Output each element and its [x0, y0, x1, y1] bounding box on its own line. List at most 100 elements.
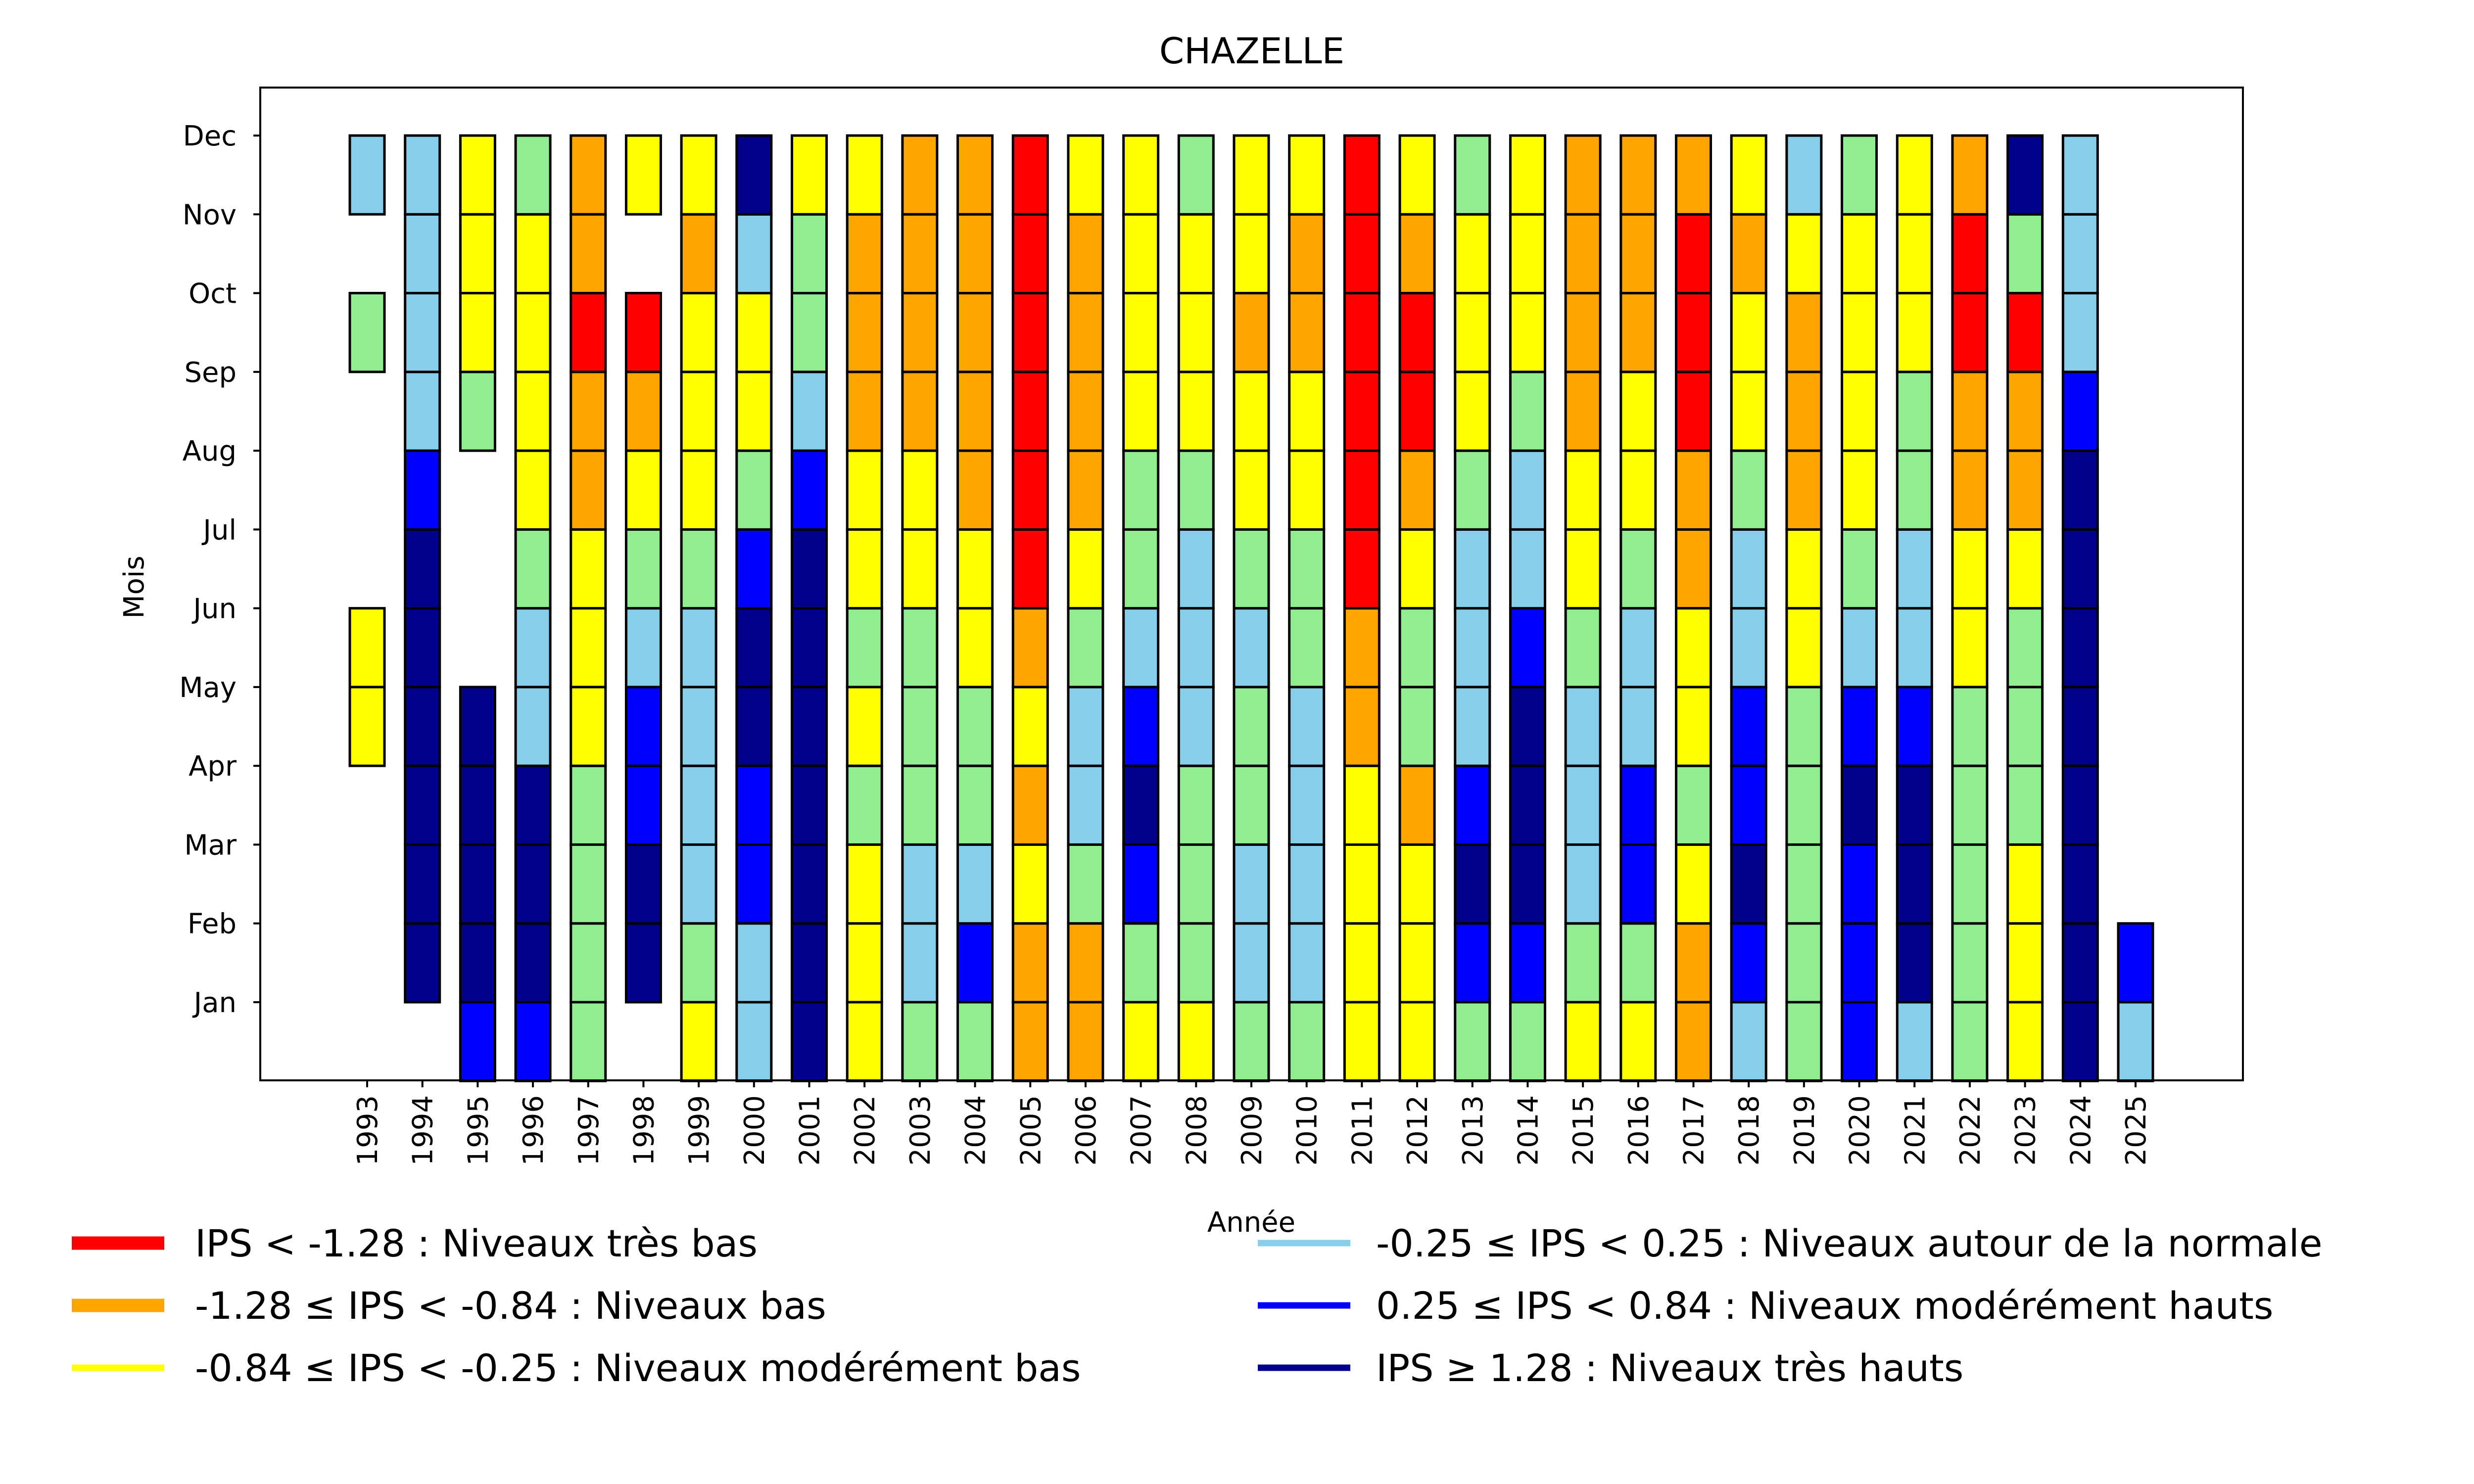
- cell-2010-Mar: [1288, 843, 1326, 925]
- cell-2005-Feb: [1011, 922, 1049, 1004]
- cell-2010-Oct: [1288, 292, 1326, 373]
- cell-2016-Aug: [1619, 449, 1657, 531]
- cell-2012-Jul: [1398, 528, 1436, 610]
- cell-2004-Nov: [956, 213, 994, 295]
- cell-2017-Nov: [1675, 213, 1712, 295]
- cell-2012-Nov: [1398, 213, 1436, 295]
- cell-2022-Dec: [1951, 134, 1989, 216]
- cell-1999-Sep: [680, 371, 717, 452]
- cell-2019-Oct: [1785, 292, 1823, 373]
- cell-2024-Apr: [2061, 764, 2099, 846]
- cell-2000-Sep: [735, 371, 773, 452]
- cell-1996-Jan: [514, 1001, 552, 1082]
- cell-1996-Mar: [514, 843, 552, 925]
- cell-2008-Apr: [1177, 764, 1215, 846]
- cell-1996-Dec: [514, 134, 552, 216]
- cell-2008-Jun: [1177, 607, 1215, 689]
- cell-2002-Sep: [846, 371, 883, 452]
- cell-2022-Jan: [1951, 1001, 1989, 1082]
- cell-2004-Feb: [956, 922, 994, 1004]
- cell-2011-Oct: [1343, 292, 1380, 373]
- cell-1994-Mar: [404, 843, 441, 925]
- cell-2022-Aug: [1951, 449, 1989, 531]
- cell-2017-Feb: [1675, 922, 1712, 1004]
- cell-1999-Dec: [680, 134, 717, 216]
- cell-2001-Jan: [791, 1001, 828, 1082]
- cell-1994-Dec: [404, 134, 441, 216]
- cell-2010-Nov: [1288, 213, 1326, 295]
- cell-1999-Jun: [680, 607, 717, 689]
- cell-2014-Feb: [1509, 922, 1546, 1004]
- cell-2014-Aug: [1509, 449, 1546, 531]
- cells-layer: [348, 134, 2154, 1082]
- cell-1999-May: [680, 686, 717, 767]
- cell-2009-Mar: [1233, 843, 1270, 925]
- cell-2001-Dec: [791, 134, 828, 216]
- y-axis-label: Mois: [118, 556, 150, 618]
- cell-2015-Sep: [1564, 371, 1602, 452]
- cell-1995-Oct: [459, 292, 496, 373]
- cell-2015-Nov: [1564, 213, 1602, 295]
- cell-2006-Apr: [1067, 764, 1104, 846]
- cell-2010-Dec: [1288, 134, 1326, 216]
- cell-2008-Mar: [1177, 843, 1215, 925]
- chart-title: CHAZELLE: [1159, 30, 1344, 72]
- cell-2011-Nov: [1343, 213, 1380, 295]
- x-tick-label: 2017: [1678, 1095, 1711, 1166]
- cell-2011-Feb: [1343, 922, 1380, 1004]
- cell-2011-Mar: [1343, 843, 1380, 925]
- cell-2009-Oct: [1233, 292, 1270, 373]
- cell-2008-Oct: [1177, 292, 1215, 373]
- cell-2022-Sep: [1951, 371, 1989, 452]
- cell-2000-Jan: [735, 1001, 773, 1082]
- cell-2022-May: [1951, 686, 1989, 767]
- cell-1994-Nov: [404, 213, 441, 295]
- x-tick-label: 2018: [1733, 1095, 1765, 1166]
- y-tick-label: Feb: [188, 908, 237, 940]
- y-tick-label: Oct: [189, 278, 237, 310]
- cell-2004-Jun: [956, 607, 994, 689]
- cell-2024-Sep: [2061, 371, 2099, 452]
- cell-2001-Oct: [791, 292, 828, 373]
- cell-2001-Nov: [791, 213, 828, 295]
- cell-2020-Nov: [1841, 213, 1878, 295]
- cell-2018-Mar: [1730, 843, 1767, 925]
- cell-2011-Jul: [1343, 528, 1380, 610]
- cell-2023-Mar: [2006, 843, 2044, 925]
- cell-1998-Sep: [624, 371, 662, 452]
- cell-1996-Feb: [514, 922, 552, 1004]
- cell-1998-Jun: [624, 607, 662, 689]
- cell-2009-Jul: [1233, 528, 1270, 610]
- cell-2012-Jan: [1398, 1001, 1436, 1082]
- cell-2010-Jun: [1288, 607, 1326, 689]
- x-tick-label: 2020: [1844, 1095, 1876, 1166]
- cell-1996-Jun: [514, 607, 552, 689]
- cell-2008-Dec: [1177, 134, 1215, 216]
- cell-2020-May: [1841, 686, 1878, 767]
- cell-2023-Oct: [2006, 292, 2044, 373]
- cell-2021-Jul: [1896, 528, 1933, 610]
- x-tick-label: 2009: [1236, 1095, 1268, 1166]
- cell-1995-Sep: [459, 371, 496, 452]
- cell-2010-Jul: [1288, 528, 1326, 610]
- cell-2000-Jul: [735, 528, 773, 610]
- cell-2008-Aug: [1177, 449, 1215, 531]
- cell-2018-Jun: [1730, 607, 1767, 689]
- cell-2006-May: [1067, 686, 1104, 767]
- cell-1999-Oct: [680, 292, 717, 373]
- cell-2021-Jan: [1896, 1001, 1933, 1082]
- cell-2023-Feb: [2006, 922, 2044, 1004]
- cell-1995-May: [459, 686, 496, 767]
- cell-2019-Nov: [1785, 213, 1823, 295]
- cell-2014-Nov: [1509, 213, 1546, 295]
- cell-2008-May: [1177, 686, 1215, 767]
- cell-2002-Oct: [846, 292, 883, 373]
- cell-2018-Nov: [1730, 213, 1767, 295]
- cell-2011-Aug: [1343, 449, 1380, 531]
- cell-1998-Apr: [624, 764, 662, 846]
- cell-2010-Apr: [1288, 764, 1326, 846]
- cell-2003-Feb: [901, 922, 939, 1004]
- cell-2012-May: [1398, 686, 1436, 767]
- cell-2020-Aug: [1841, 449, 1878, 531]
- x-tick-label: 2016: [1623, 1095, 1655, 1166]
